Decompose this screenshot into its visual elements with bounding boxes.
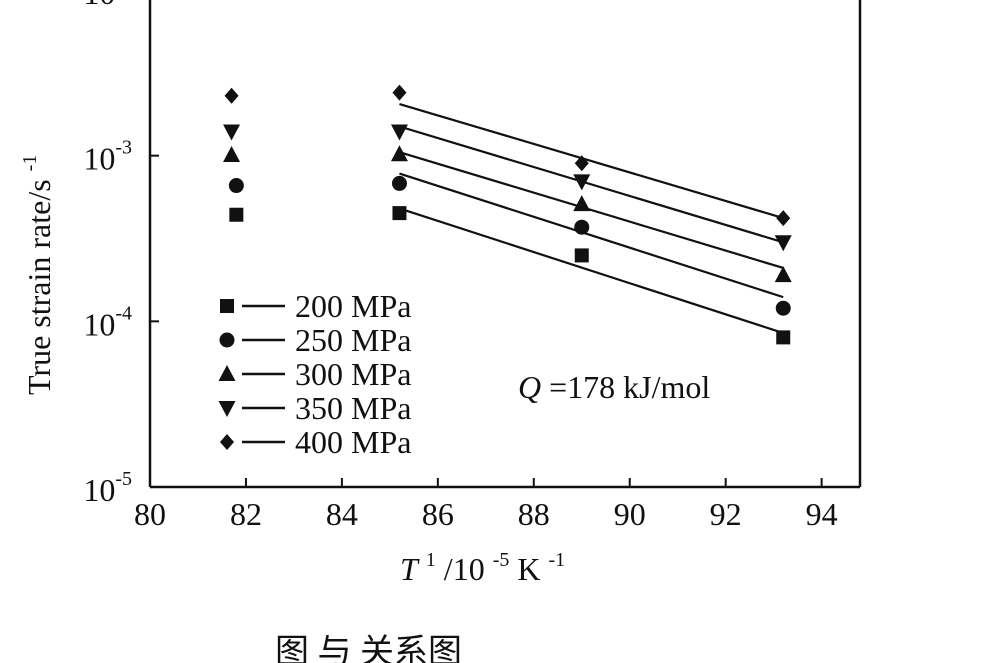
x-tick-label: 86	[422, 496, 454, 532]
data-point	[391, 175, 407, 191]
fit-line	[399, 102, 784, 220]
legend-marker	[220, 434, 234, 450]
y-tick-label: 10-3	[83, 137, 132, 177]
legend-label: 300 MPa	[295, 356, 411, 392]
data-point	[776, 210, 791, 227]
data-point	[574, 248, 589, 263]
x-tick-label: 94	[806, 496, 838, 532]
data-point	[390, 145, 408, 162]
y-tick-label: 10-2	[83, 0, 132, 11]
y-axis-label: True strain rate/s -1	[19, 155, 57, 395]
data-point	[574, 155, 589, 172]
x-tick-label: 82	[230, 496, 262, 532]
fit-line	[399, 125, 784, 244]
data-point	[223, 124, 241, 141]
legend-marker	[219, 332, 235, 348]
data-point	[574, 219, 590, 235]
fit-lines	[399, 102, 784, 335]
data-point	[774, 266, 792, 283]
data-point	[392, 84, 407, 101]
data-point	[229, 207, 244, 222]
data-point	[392, 206, 407, 221]
x-tick-label: 80	[134, 496, 166, 532]
activation-energy-annotation: Q =178 kJ/mol	[518, 369, 710, 405]
data-point	[390, 124, 408, 141]
data-point	[774, 235, 792, 252]
legend-label: 400 MPa	[295, 424, 411, 460]
x-tick-label: 92	[710, 496, 742, 532]
data-point	[223, 145, 241, 162]
x-axis-label: T 1 /10 -5 K -1	[400, 537, 565, 587]
data-point	[224, 87, 239, 104]
x-tick-label: 90	[614, 496, 646, 532]
fit-line	[399, 151, 784, 270]
y-tick-label: 10-5	[83, 468, 132, 508]
legend-label: 250 MPa	[295, 322, 411, 358]
plot-frame	[148, 0, 862, 489]
legend-marker	[218, 401, 236, 417]
legend-marker	[218, 365, 236, 381]
x-tick-label: 84	[326, 496, 358, 532]
fit-line	[399, 172, 784, 299]
x-axis-ticks: 80 82 84 86 88 90 92 94	[134, 478, 838, 532]
data-points	[223, 84, 792, 345]
y-axis-ticks: 10-5 10-4 10-3 10-2	[83, 0, 159, 508]
fit-line	[399, 207, 784, 335]
data-point	[775, 300, 791, 316]
figure-caption: 图 与 关系图	[275, 634, 462, 663]
x-tick-label: 88	[518, 496, 550, 532]
data-point	[776, 330, 791, 345]
data-point	[228, 178, 244, 194]
data-point	[573, 174, 591, 191]
legend-marker	[220, 299, 234, 313]
data-point	[573, 195, 591, 212]
legend-label: 200 MPa	[295, 288, 411, 324]
y-tick-label: 10-4	[83, 302, 132, 342]
legend-label: 350 MPa	[295, 390, 411, 426]
